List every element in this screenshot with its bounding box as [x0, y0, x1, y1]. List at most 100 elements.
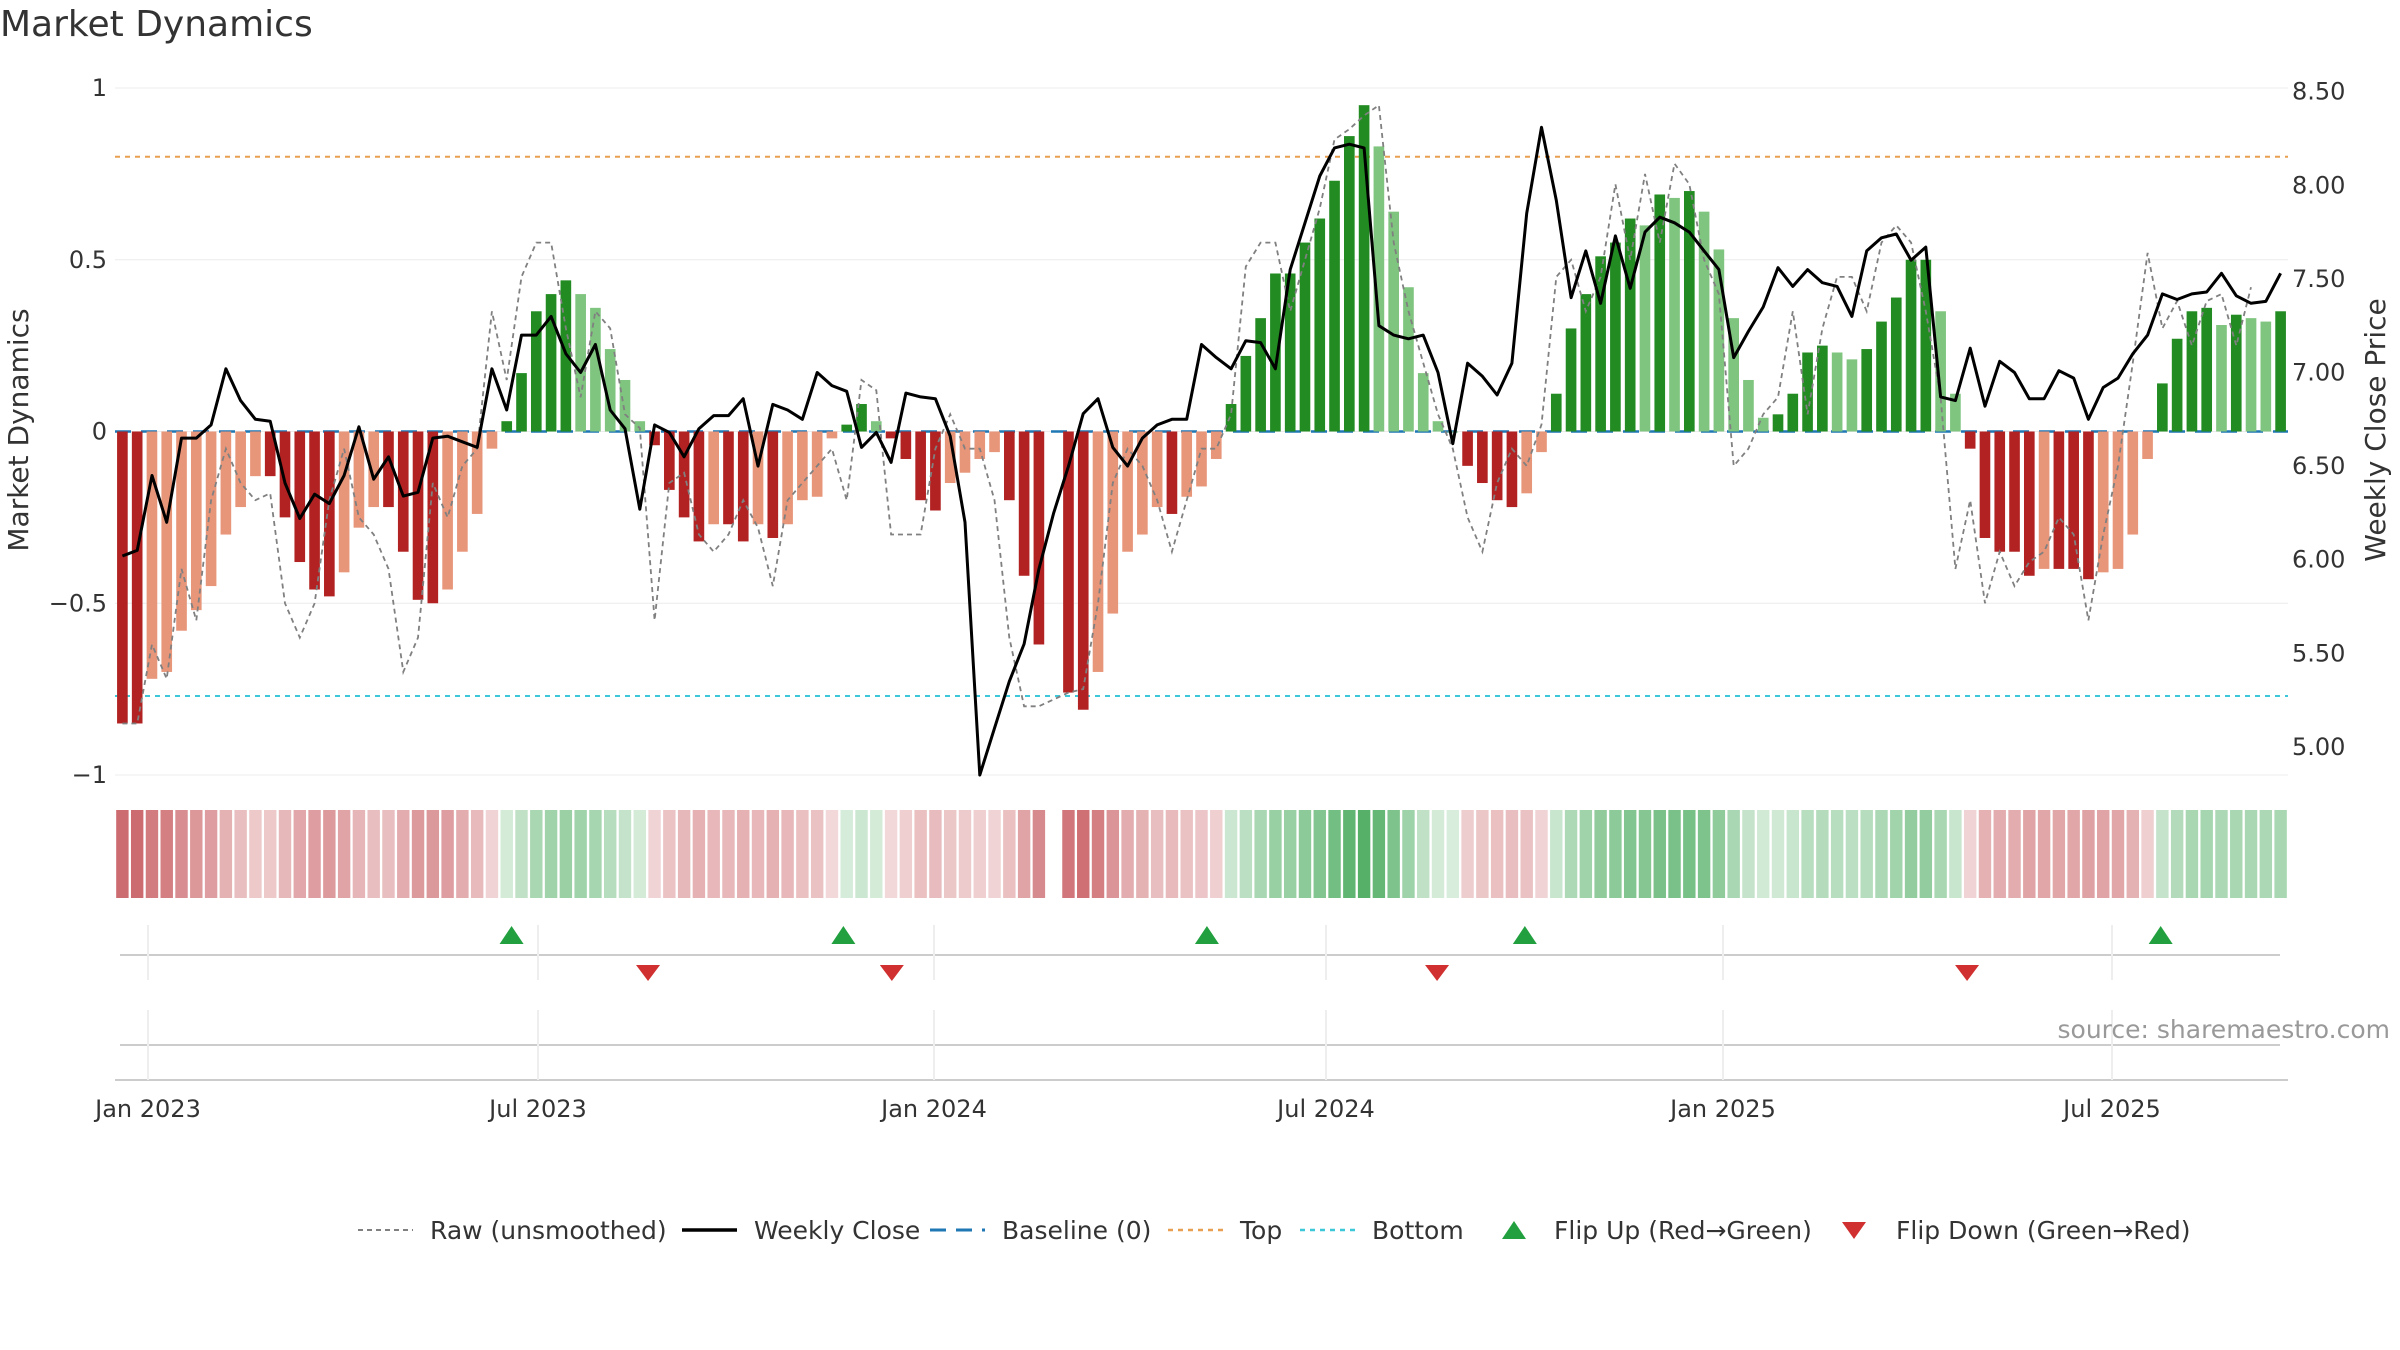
dynamics-bar — [383, 431, 394, 508]
ribbon-cell — [116, 810, 129, 898]
ribbon-cell — [426, 810, 440, 898]
ribbon-cell — [1742, 810, 1755, 898]
dynamics-bar — [2171, 338, 2183, 432]
dynamics-bar — [397, 431, 409, 552]
y-left-tick-label: 0.5 — [69, 246, 107, 274]
ribbon-cell — [2111, 810, 2125, 898]
dynamics-bar — [2038, 431, 2050, 569]
ribbon-cell — [249, 810, 262, 898]
dynamics-bar — [309, 431, 320, 590]
ribbon-cell — [234, 810, 247, 898]
dynamics-bar — [2230, 314, 2242, 432]
ribbon-cell — [2067, 810, 2080, 898]
ribbon-cell — [722, 810, 735, 898]
dynamics-bar — [1890, 297, 1902, 432]
ribbon-cell — [1150, 810, 1164, 898]
dynamics-bar — [811, 431, 823, 497]
dynamics-bar — [2009, 431, 2020, 552]
dynamics-bar — [1004, 431, 1015, 501]
ribbon-cell — [2274, 810, 2287, 898]
dynamics-bar — [856, 404, 867, 432]
dynamics-bar — [176, 431, 187, 631]
ribbon-cell — [130, 810, 144, 898]
ribbon-cell — [2082, 810, 2095, 898]
dynamics-bar — [989, 431, 1000, 453]
dynamics-bar — [619, 379, 631, 432]
legend-swatch — [1842, 1222, 1866, 1239]
ribbon-cell — [737, 810, 750, 898]
ribbon-cell — [1697, 810, 1711, 898]
ribbon-cell — [190, 810, 203, 898]
ribbon-cell — [1372, 810, 1386, 898]
ribbon-cell — [943, 810, 957, 898]
ribbon-cell — [1786, 810, 1800, 898]
dynamics-bar — [1151, 431, 1163, 508]
dynamics-bar — [2186, 311, 2198, 432]
ribbon-cell — [323, 810, 336, 898]
dynamics-bar — [1905, 259, 1917, 432]
ribbon-cell — [2170, 810, 2184, 898]
ribbon-cell — [175, 810, 188, 898]
ribbon-cell — [2097, 810, 2110, 898]
dynamics-bar — [486, 431, 498, 449]
ribbon-cell — [1017, 810, 1031, 898]
y-right-tick-label: 6.00 — [2292, 546, 2345, 574]
ribbon-cell — [2037, 810, 2051, 898]
dynamics-bar — [2216, 325, 2227, 432]
ribbon-cell — [352, 810, 366, 898]
ribbon-cell — [692, 810, 706, 898]
x-tick-label: Jul 2024 — [1275, 1095, 1375, 1123]
ribbon-cell — [2008, 810, 2021, 898]
dynamics-bar — [797, 431, 808, 501]
dynamics-bar — [1018, 431, 1030, 576]
legend-label: Baseline (0) — [1002, 1216, 1151, 1245]
ribbon-cell — [1830, 810, 1844, 898]
ribbon-cell — [160, 810, 173, 898]
ribbon-cell — [1283, 810, 1297, 898]
ribbon-cell — [1949, 810, 1962, 898]
ribbon-cell — [810, 810, 824, 898]
dynamics-bar — [1270, 273, 1281, 432]
dynamics-bar — [752, 431, 764, 525]
dynamics-bar — [693, 431, 705, 542]
ribbon-cell — [677, 810, 691, 898]
dynamics-bar — [501, 421, 513, 432]
ribbon-cell — [264, 810, 277, 898]
legend-label: Top — [1239, 1216, 1282, 1245]
dynamics-bar — [146, 431, 158, 679]
y-axis-ticks: 1 0.5 0 −0.5 −1 8.50 8.00 7.50 7.00 6.50 6.00 5.50 5… — [49, 74, 2346, 789]
ribbon-cell — [589, 810, 602, 898]
dynamics-bar — [1683, 191, 1695, 432]
dynamics-bar — [294, 431, 306, 563]
dynamics-bar — [1802, 352, 1813, 432]
dynamics-bar — [1624, 218, 1636, 432]
ribbon-cell — [574, 810, 587, 898]
ribbon-cell — [1875, 810, 1888, 898]
ribbon-cell — [1121, 810, 1134, 898]
ribbon-cell — [1653, 810, 1666, 898]
ribbon-cell — [1210, 810, 1223, 898]
dynamics-bar — [1757, 417, 1769, 432]
dynamics-bar — [1669, 197, 1680, 432]
ribbon-cell — [1476, 810, 1489, 898]
legend-label: Weekly Close — [754, 1216, 920, 1245]
flip-up-marker — [499, 926, 524, 944]
y-axis-left-label: Market Dynamics — [2, 308, 35, 551]
ribbon-cell — [648, 810, 661, 898]
dynamics-bar — [1299, 242, 1311, 432]
ribbon-cell — [515, 810, 528, 898]
dynamics-bar — [205, 431, 217, 587]
ribbon-cell — [1136, 810, 1149, 898]
dynamics-bar — [1920, 259, 1932, 432]
ribbon-cell — [2200, 810, 2213, 898]
dynamics-bar — [412, 431, 424, 600]
ribbon-cell — [1313, 810, 1326, 898]
dynamics-bar — [530, 311, 542, 432]
y-right-tick-label: 7.50 — [2292, 265, 2345, 293]
dynamics-bar — [1536, 431, 1547, 453]
dynamics-bar — [190, 431, 202, 611]
ribbon-cell — [337, 810, 351, 898]
dynamics-bar — [1210, 431, 1222, 459]
dynamics-bar — [471, 431, 483, 514]
ribbon-cell — [1387, 810, 1400, 898]
